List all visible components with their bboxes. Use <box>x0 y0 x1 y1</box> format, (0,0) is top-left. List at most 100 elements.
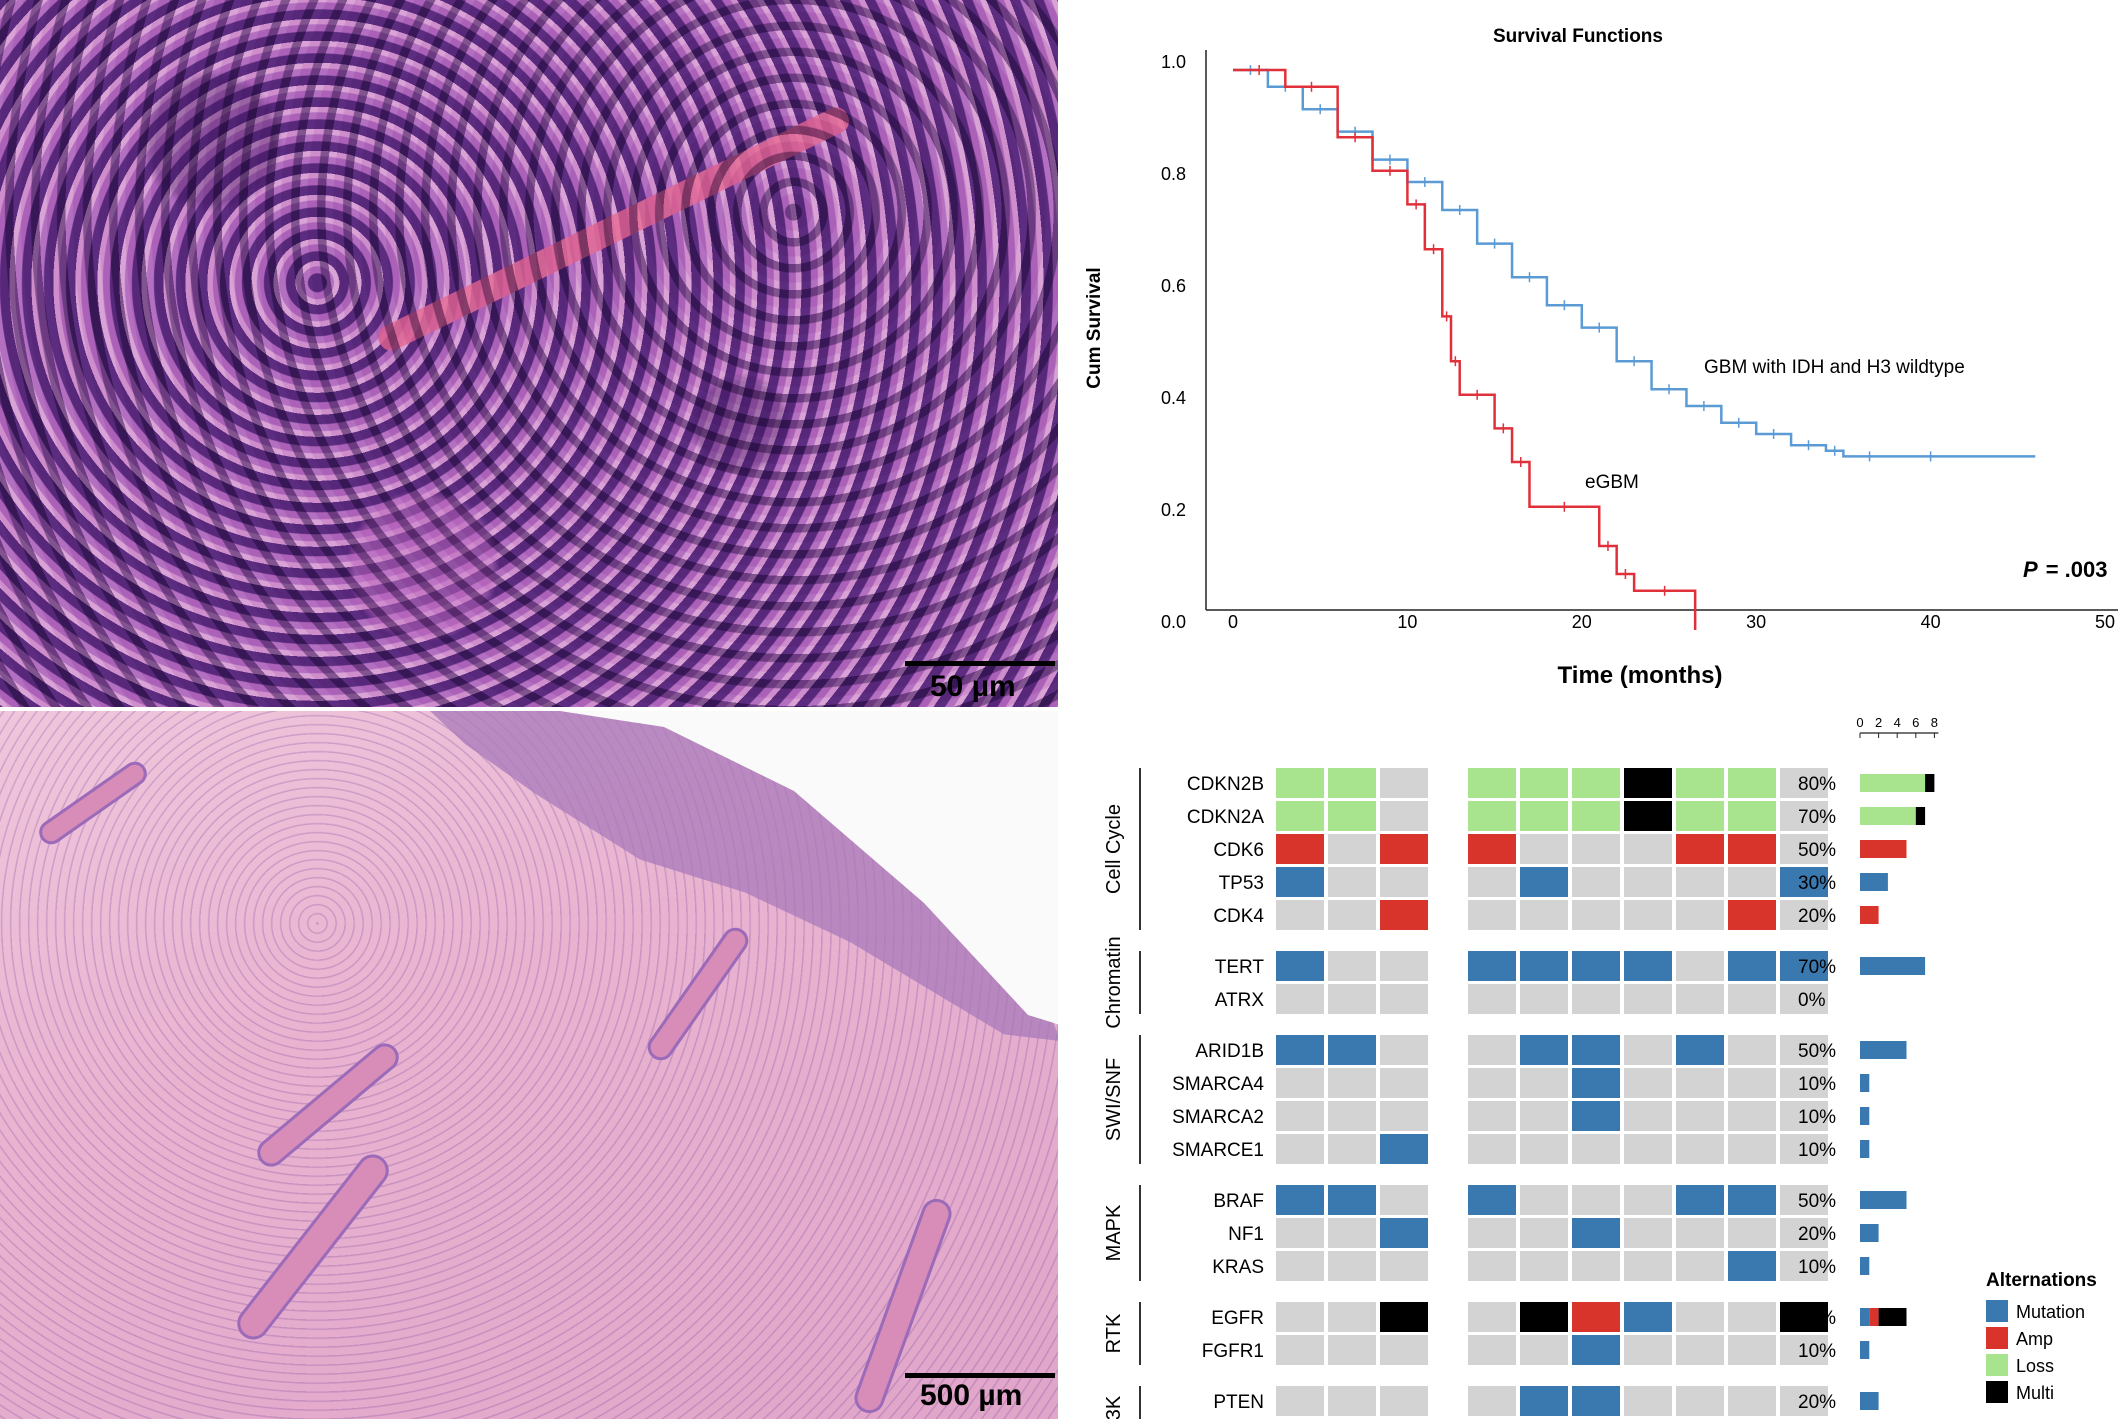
alteration-cell <box>1380 1101 1428 1131</box>
percent-label: 10% <box>1798 1341 1836 1362</box>
gene-label: SMARCA2 <box>1172 1107 1264 1128</box>
x-tick-label: 40 <box>1921 612 1941 632</box>
frequency-bar-segment <box>1860 1341 1870 1359</box>
alteration-cell <box>1624 1386 1672 1416</box>
scale-bar-label: 500 µm <box>920 1379 1023 1412</box>
alteration-cell <box>1572 900 1620 930</box>
alteration-cell <box>1624 951 1672 981</box>
alteration-cell <box>1468 1068 1516 1098</box>
x-tick-label: 20 <box>1572 612 1592 632</box>
scale-bar-line <box>905 1373 1055 1378</box>
alteration-cell <box>1276 1218 1324 1248</box>
bar-axis-tick-label: 6 <box>1912 715 1919 730</box>
alteration-cell <box>1676 1035 1724 1065</box>
alteration-cell <box>1676 1134 1724 1164</box>
alteration-cell <box>1328 1335 1376 1365</box>
alteration-cell <box>1728 867 1776 897</box>
p-value: = .003 <box>2046 557 2108 582</box>
p-symbol: P <box>2023 557 2038 582</box>
chart-axes: 0 10 20 30 40 50 0.0 0.2 0.4 0.6 0.8 1.0 <box>1161 50 2118 632</box>
alteration-cell <box>1728 1101 1776 1131</box>
alteration-cell <box>1780 984 1828 1014</box>
vessel-b <box>642 922 754 1066</box>
alteration-cell <box>1676 900 1724 930</box>
oncoprint-chart: 0 2 4 6 8 CDKN2B 80% CDKN2A 70% CDK6 50% TP53 30% CDK… <box>1058 711 2128 1419</box>
series-line-1 <box>1233 68 1697 630</box>
alteration-cell <box>1676 768 1724 798</box>
frequency-bar-segment <box>1860 774 1926 792</box>
alteration-cell <box>1468 1218 1516 1248</box>
group-label: PI3K <box>1103 1395 1125 1419</box>
group-label: SWI/SNF <box>1103 1058 1125 1141</box>
alteration-cell <box>1520 1101 1568 1131</box>
y-tick-label: 0.2 <box>1161 500 1186 520</box>
alteration-cell <box>1468 1386 1516 1416</box>
alteration-cell <box>1468 768 1516 798</box>
alteration-cell <box>1676 834 1724 864</box>
bar-axis-tick-label: 4 <box>1894 715 1901 730</box>
alteration-cell <box>1468 801 1516 831</box>
alteration-cell <box>1728 768 1776 798</box>
oncoprint-svg: 0 2 4 6 8 CDKN2B 80% CDKN2A 70% CDK6 50% TP53 30% CDK… <box>1103 715 2097 1419</box>
legend-swatch <box>1986 1381 2008 1403</box>
alteration-cell <box>1520 1251 1568 1281</box>
alteration-cell <box>1624 1218 1672 1248</box>
frequency-bar-segment <box>1860 1140 1870 1158</box>
frequency-bar-segment <box>1915 807 1926 825</box>
alteration-cell <box>1468 1035 1516 1065</box>
frequency-bar-segment <box>1860 807 1916 825</box>
series-line-0 <box>1233 68 2036 458</box>
alteration-cell <box>1380 1185 1428 1215</box>
alteration-cell <box>1520 768 1568 798</box>
alteration-cell <box>1624 1185 1672 1215</box>
alteration-cell <box>1276 984 1324 1014</box>
alteration-cell <box>1572 1068 1620 1098</box>
alteration-cell <box>1380 951 1428 981</box>
alteration-cell <box>1276 900 1324 930</box>
gene-label: SMARCA4 <box>1172 1074 1264 1095</box>
y-tick-label: 0.4 <box>1161 388 1186 408</box>
alteration-cell <box>1780 1185 1828 1215</box>
alteration-cell <box>1380 1251 1428 1281</box>
frequency-bar-segment <box>1860 1191 1907 1209</box>
alteration-cell <box>1676 867 1724 897</box>
alteration-cell <box>1276 801 1324 831</box>
alteration-cell <box>1520 1068 1568 1098</box>
alteration-cell <box>1380 801 1428 831</box>
alteration-cell <box>1380 1035 1428 1065</box>
gene-label: TERT <box>1215 957 1265 978</box>
frequency-bar-segment <box>1860 1074 1870 1092</box>
gene-label: NF1 <box>1228 1224 1264 1245</box>
percent-label: 20% <box>1798 1224 1836 1245</box>
gene-label: EGFR <box>1211 1308 1264 1329</box>
percent-label: 10% <box>1798 1074 1836 1095</box>
percent-label: 70% <box>1798 807 1836 828</box>
alteration-cell <box>1728 1302 1776 1332</box>
alteration-cell <box>1780 1218 1828 1248</box>
gene-label: CDKN2A <box>1187 807 1264 828</box>
alteration-cell <box>1676 1068 1724 1098</box>
gene-label: ATRX <box>1215 990 1265 1011</box>
x-tick-label: 50 <box>2095 612 2115 632</box>
x-tick-label: 30 <box>1746 612 1766 632</box>
legend-item-label: Loss <box>2016 1356 2054 1376</box>
alteration-cell <box>1624 900 1672 930</box>
alteration-cell <box>1624 1068 1672 1098</box>
chart-series <box>1233 65 2036 630</box>
alteration-cell <box>1728 1185 1776 1215</box>
chart-title: Survival Functions <box>1493 26 1663 47</box>
group-label: Cell Cycle <box>1103 804 1125 894</box>
alteration-cell <box>1328 900 1376 930</box>
alteration-cell <box>1520 834 1568 864</box>
alteration-cell <box>1520 1035 1568 1065</box>
alteration-cell <box>1572 867 1620 897</box>
frequency-bar-segment <box>1860 1041 1907 1059</box>
alteration-cell <box>1520 984 1568 1014</box>
legend-title: Alternations <box>1986 1270 2097 1291</box>
alteration-cell <box>1572 801 1620 831</box>
bar-axis-tick-label: 0 <box>1856 715 1863 730</box>
frequency-bar-segment <box>1869 1308 1879 1326</box>
alteration-cell <box>1624 1335 1672 1365</box>
percent-label: 50% <box>1798 840 1836 861</box>
alteration-cell <box>1572 1134 1620 1164</box>
